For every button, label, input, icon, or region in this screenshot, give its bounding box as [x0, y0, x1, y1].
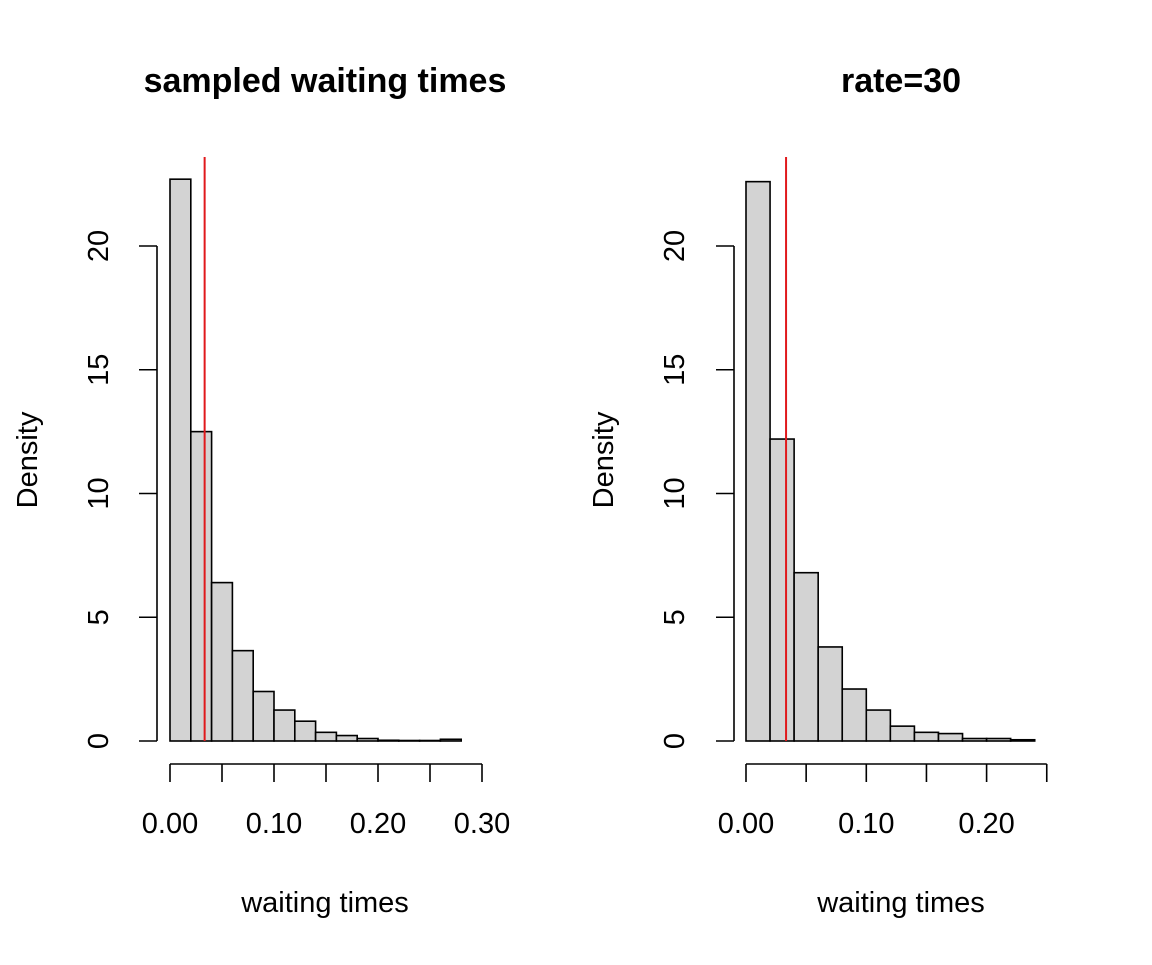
panel-2-bar [745, 180, 771, 742]
panel-1-plot-area: 0 5 10 15 20 0.00 0.10 0.20 0.30 [83, 157, 510, 840]
panel-1-bar [293, 720, 317, 742]
panel-1-bar [210, 581, 234, 742]
panel-2-bar [769, 438, 795, 742]
panel-2-x-tick-label: 0.00 [718, 808, 774, 840]
panel-2-x-axis-label: waiting times [816, 887, 985, 919]
panel-1-x-axis-label: waiting times [240, 887, 409, 919]
panel-1-y-tick-label: 5 [83, 609, 115, 625]
panel-1-y-tick-label: 15 [83, 354, 115, 386]
panel-2-bar [913, 731, 940, 742]
panel-2-title: rate=30 [841, 62, 961, 100]
panel-1-y-tick-label: 0 [83, 733, 115, 749]
panel-2-plot-area: 0 5 10 15 20 0.00 0.10 0.20 [659, 157, 1048, 840]
panel-1-bar [190, 430, 213, 742]
panel-2-y-tick-label: 10 [659, 477, 691, 509]
panel-1-bar [169, 178, 192, 742]
panel-2-bar [1009, 738, 1036, 742]
panel-2-bar [985, 737, 1012, 742]
panel-2-y-tick-label: 5 [659, 609, 691, 625]
panel-2-bar [961, 737, 988, 742]
panel-2-bar [841, 688, 868, 742]
panel-1-x-tick-label: 0.00 [142, 808, 198, 840]
panel-2-x-tick-label: 0.10 [838, 808, 894, 840]
panel-1-x-tick-label: 0.30 [454, 808, 510, 840]
panel-1-bar [439, 738, 462, 742]
panel-2-y-tick-label: 0 [659, 733, 691, 749]
panel-1-bar [231, 649, 254, 742]
panel-2-y-tick-label: 20 [659, 230, 691, 262]
panel-1-bar [356, 737, 379, 742]
panel-2-x-tick-label: 0.20 [958, 808, 1014, 840]
panel-1-x-tick-label: 0.20 [350, 808, 406, 840]
panel-1-bar [252, 690, 275, 742]
panel-2-y-tick-label: 15 [659, 354, 691, 386]
panel-1-y-tick-label: 10 [83, 477, 115, 509]
panel-2-bar [865, 709, 892, 742]
panel-1-bar [397, 739, 421, 742]
panel-1-y-axis-label: Density [12, 411, 44, 508]
panel-1-x-tick-label: 0.10 [246, 808, 302, 840]
panel-2: rate=30 waiting times Density 0 5 10 15 20 0.… [588, 62, 1048, 919]
panel-1: sampled waiting times waiting times Dens… [12, 62, 510, 919]
panel-1-y-tick-label: 20 [83, 230, 115, 262]
panel-1-bar [418, 739, 442, 742]
panel-2-bar [889, 725, 916, 742]
panel-1-title: sampled waiting times [144, 62, 507, 100]
panel-1-bar [335, 734, 358, 742]
panel-2-bar [817, 646, 844, 742]
panel-1-bar [273, 709, 296, 742]
panel-2-y-axis-label: Density [588, 411, 620, 508]
panel-2-bar [793, 571, 819, 742]
panel-1-bar [377, 739, 400, 742]
panel-1-bar [314, 731, 338, 742]
panel-2-bar [937, 732, 964, 742]
